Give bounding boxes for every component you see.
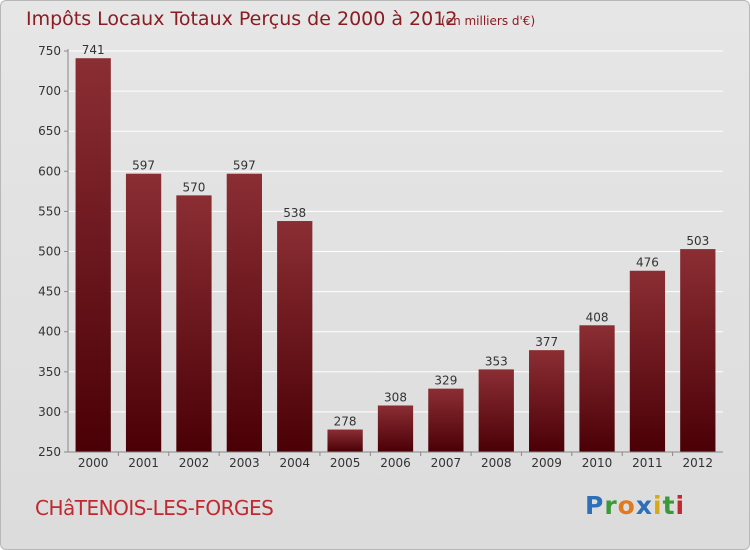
x-tick-label: 2003 bbox=[229, 456, 260, 470]
y-tick-label: 350 bbox=[38, 365, 61, 379]
bar-value-label: 408 bbox=[586, 310, 609, 324]
bar-value-label: 597 bbox=[233, 159, 256, 173]
bar bbox=[176, 195, 212, 453]
bars bbox=[75, 58, 716, 453]
x-tick-label: 2004 bbox=[279, 456, 310, 470]
y-tick-label: 600 bbox=[38, 164, 61, 178]
x-tick-label: 2008 bbox=[481, 456, 512, 470]
y-tick-label: 450 bbox=[38, 285, 61, 299]
bar-value-label: 308 bbox=[384, 390, 407, 404]
x-tick-label: 2001 bbox=[128, 456, 159, 470]
chart-title: Impôts Locaux Totaux Perçus de 2000 à 20… bbox=[26, 8, 458, 30]
x-tick-label: 2006 bbox=[380, 456, 411, 470]
x-tick-label: 2007 bbox=[431, 456, 462, 470]
bar-value-label: 570 bbox=[183, 180, 206, 194]
bar bbox=[277, 221, 313, 452]
bar-value-label: 377 bbox=[535, 335, 558, 349]
bar-value-label: 329 bbox=[434, 374, 457, 388]
x-tick-label: 2002 bbox=[179, 456, 210, 470]
y-tick-label: 550 bbox=[38, 204, 61, 218]
x-tick-label: 2009 bbox=[531, 456, 562, 470]
logo-letter: i bbox=[675, 491, 686, 520]
y-tick-label: 650 bbox=[38, 124, 61, 138]
bar-value-label: 476 bbox=[636, 256, 659, 270]
bar-value-label: 278 bbox=[334, 415, 357, 429]
logo-letter: t bbox=[662, 491, 676, 520]
x-tick-label: 2000 bbox=[78, 456, 109, 470]
x-tick-label: 2012 bbox=[683, 456, 714, 470]
bar bbox=[579, 325, 615, 452]
logo-letter: o bbox=[617, 491, 636, 520]
grid-lines bbox=[68, 50, 723, 413]
bar-value-label: 741 bbox=[82, 43, 105, 57]
y-tick-label: 400 bbox=[38, 325, 61, 339]
bar-value-label: 538 bbox=[283, 206, 306, 220]
logo-letter: r bbox=[604, 491, 618, 520]
logo-letter: x bbox=[635, 491, 653, 520]
commune-name: CHâTENOIS-LES-FORGES bbox=[35, 496, 274, 520]
bar bbox=[629, 270, 666, 452]
bar bbox=[478, 369, 514, 452]
logo-letter: P bbox=[585, 491, 605, 520]
chart-subtitle: (en milliers d'€) bbox=[441, 14, 536, 28]
x-axis-ticks: 2000 2001 2002 2003 2004 2005 2006 2007 2008 2009… bbox=[78, 452, 713, 470]
bar-value-label: 597 bbox=[132, 159, 155, 173]
bar bbox=[327, 429, 363, 452]
proxiti-logo: Proxiti bbox=[585, 491, 685, 520]
axes bbox=[67, 49, 723, 453]
y-axis-ticks: 250 300 350 400 450 500 550 600 650 700 750 bbox=[38, 44, 68, 459]
bar bbox=[75, 58, 111, 453]
x-tick-label: 2005 bbox=[330, 456, 361, 470]
bar bbox=[529, 350, 565, 452]
bar bbox=[428, 388, 464, 452]
y-tick-label: 700 bbox=[38, 84, 61, 98]
bar-value-label: 353 bbox=[485, 354, 508, 368]
y-tick-label: 250 bbox=[38, 445, 61, 459]
bar-value-label: 503 bbox=[686, 234, 709, 248]
y-tick-label: 300 bbox=[38, 405, 61, 419]
logo-letter: i bbox=[653, 491, 663, 520]
bar bbox=[226, 173, 262, 452]
x-tick-label: 2011 bbox=[632, 456, 663, 470]
bar bbox=[680, 249, 716, 452]
bar-value-labels: 741 597 570 597 538 278 308 329 353 377 408 476 503 bbox=[82, 43, 710, 428]
y-tick-label: 750 bbox=[38, 44, 61, 58]
y-tick-label: 500 bbox=[38, 245, 61, 259]
x-tick-label: 2010 bbox=[582, 456, 613, 470]
bar bbox=[125, 173, 162, 452]
bar bbox=[377, 405, 414, 452]
